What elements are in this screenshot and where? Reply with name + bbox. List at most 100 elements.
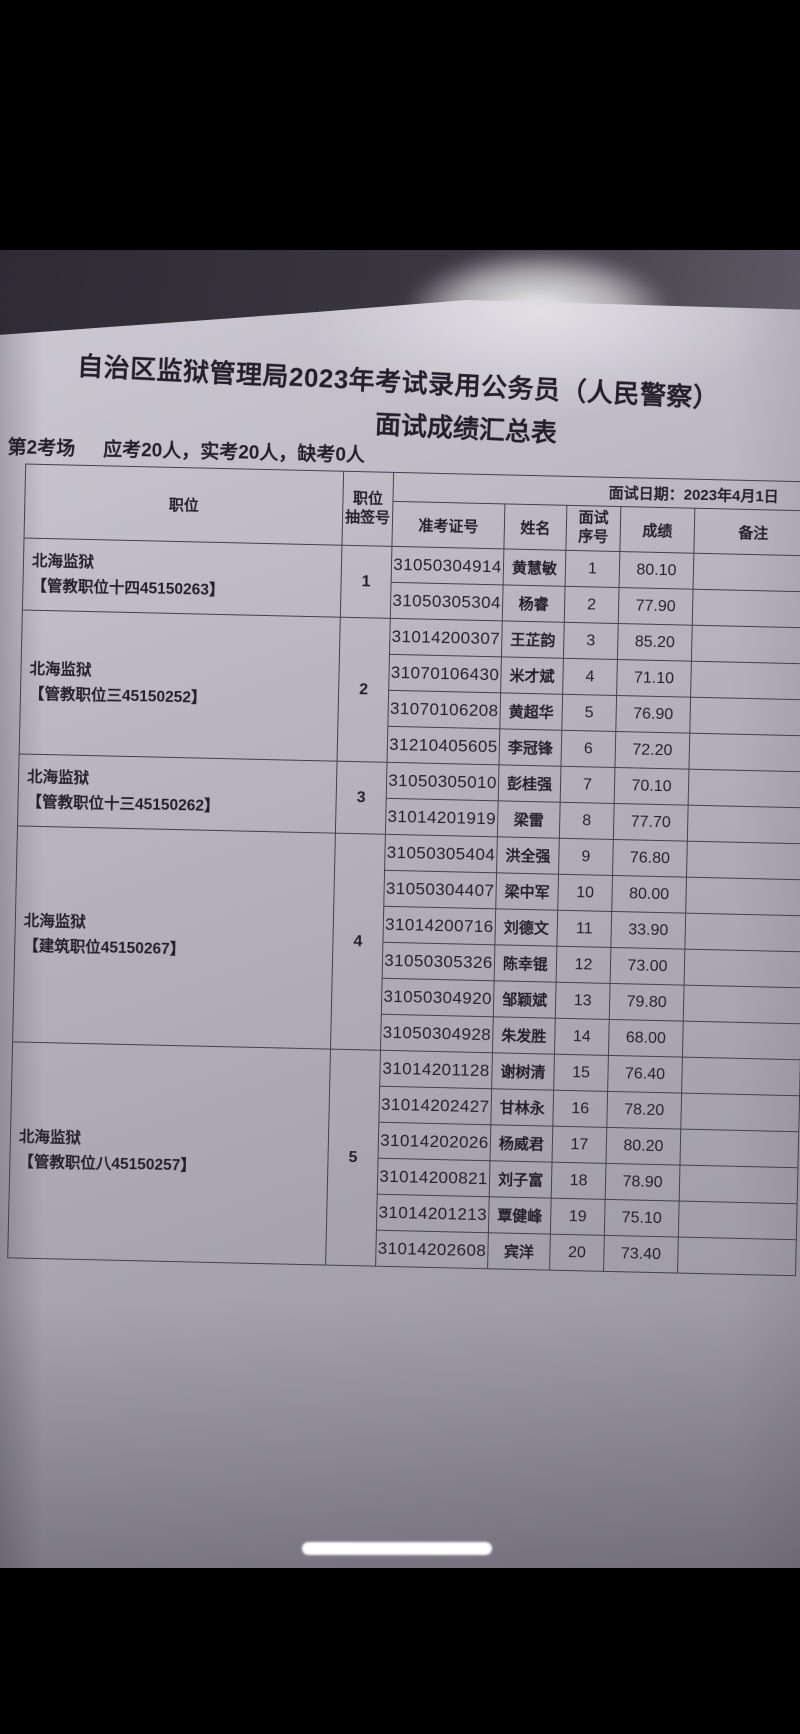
remark-cell [682,1021,800,1060]
remark-cell [691,625,800,664]
interview-seq-cell: 8 [559,802,615,840]
highlight-bar [302,1542,492,1555]
interview-seq-cell: 6 [560,730,616,768]
score-cell: 80.00 [611,875,687,914]
remark-cell [689,697,800,736]
candidate-name-cell: 谢树清 [491,1052,555,1091]
candidate-name-cell: 宾洋 [487,1232,551,1271]
candidate-name-cell: 梁中军 [495,872,559,911]
position-cell: 北海监狱 【管教职位八45150257】 [7,1041,331,1266]
remark-cell [688,769,800,808]
score-cell: 79.80 [609,983,685,1022]
admission-number-cell: 31070106208 [387,690,501,729]
document-content: 自治区监狱管理局2023年考试录用公务员（人民警察） 面试成绩汇总表 第2考场 … [0,336,800,1276]
interview-seq-cell: 17 [551,1126,607,1164]
candidate-name-cell: 甘林永 [490,1088,554,1127]
interview-seq-cell: 9 [558,838,614,876]
paper-sheet [0,300,800,1568]
remark-cell [685,877,800,916]
candidate-name-cell: 王芷韵 [501,620,565,659]
score-cell: 80.10 [619,551,694,590]
admission-number-cell: 31070106430 [388,654,502,693]
spacer [75,455,103,456]
score-cell: 76.80 [612,839,688,878]
admission-number-cell: 31050304920 [381,978,495,1017]
interview-seq-cell: 14 [554,1018,610,1056]
candidate-name-cell: 杨睿 [502,584,566,623]
interview-seq-cell: 20 [549,1234,605,1272]
remark-cell [684,913,800,952]
position-cell: 北海监狱 【管教职位十四45150263】 [22,538,342,618]
header-admission-number: 准考证号 [391,501,505,549]
candidate-name-cell: 梁雷 [497,800,561,839]
candidate-name-cell: 朱发胜 [492,1016,556,1055]
admission-number-cell: 31050305304 [390,582,504,621]
remark-cell [677,1237,797,1276]
interview-seq-cell: 12 [556,946,611,984]
remark-cell [680,1093,800,1132]
remark-cell [687,805,800,844]
admission-number-cell: 31050304407 [383,870,497,909]
admission-number-cell: 31014200716 [382,906,496,945]
remark-cell [679,1129,799,1168]
admission-number-cell: 31050305326 [382,942,495,981]
admission-number-cell: 31014202608 [375,1230,489,1269]
interview-seq-cell: 1 [565,550,620,588]
admission-number-cell: 31014201213 [376,1194,490,1233]
interview-seq-cell: 18 [551,1162,606,1200]
admission-number-cell: 31050304914 [391,546,504,585]
remark-cell [684,949,800,988]
admission-number-cell: 31014201919 [385,798,499,837]
remark-cell [688,733,800,772]
header-score: 成绩 [619,506,695,554]
admission-number-cell: 31014200307 [389,618,503,657]
score-cell: 75.10 [604,1199,680,1238]
remark-cell [690,661,800,700]
score-cell: 77.90 [618,587,694,626]
score-cell: 76.40 [607,1055,683,1094]
draw-number-cell: 3 [335,761,388,835]
candidate-name-cell: 彭桂强 [498,764,561,803]
interview-seq-cell: 10 [557,874,613,912]
candidate-name-cell: 刘德文 [494,908,558,947]
candidate-name-cell: 米才斌 [500,656,564,695]
remark-cell [678,1201,798,1240]
score-cell: 73.40 [603,1235,679,1274]
score-cell: 73.00 [610,947,685,986]
candidate-name-cell: 黄超华 [499,692,563,731]
admission-number-cell: 31014200821 [377,1158,491,1197]
score-cell: 76.90 [615,695,691,734]
interview-seq-cell: 19 [550,1198,606,1236]
interview-seq-cell: 2 [564,586,620,624]
header-interview-seq: 面试 序号 [565,505,621,552]
header-draw-number: 职位 抽签号 [341,471,394,547]
score-cell: 68.00 [608,1019,684,1058]
candidate-name-cell: 李冠锋 [499,728,562,767]
interview-seq-cell: 7 [560,766,615,804]
header-name: 姓名 [503,503,567,551]
candidate-name-cell: 覃健峰 [488,1196,552,1235]
header-seq-line1: 面试 [578,509,609,528]
remark-cell [693,553,800,592]
remark-cell [683,985,800,1024]
remark-cell [681,1057,800,1096]
header-draw-line2: 抽签号 [344,508,391,527]
session-label: 第2考场 [7,437,76,460]
interview-seq-cell: 16 [552,1090,608,1128]
admission-number-cell: 31014202427 [378,1086,492,1125]
candidate-name-cell: 黄慧敏 [503,548,566,587]
header-seq-line2: 序号 [577,528,609,546]
score-cell: 72.20 [614,731,690,770]
interview-seq-cell: 15 [553,1054,609,1092]
score-cell: 78.20 [606,1091,682,1130]
interview-seq-cell: 3 [563,622,619,660]
interview-seq-cell: 4 [562,658,618,696]
draw-number-cell: 1 [340,545,392,619]
position-cell: 北海监狱 【管教职位十三45150262】 [17,753,338,834]
candidate-name-cell: 刘子富 [489,1160,552,1199]
interview-seq-cell: 11 [556,910,612,948]
draw-number-cell: 2 [337,617,391,763]
admission-number-cell: 31050304928 [380,1014,494,1053]
interview-seq-cell: 5 [561,694,617,732]
admission-number-cell: 31210405605 [387,726,500,765]
